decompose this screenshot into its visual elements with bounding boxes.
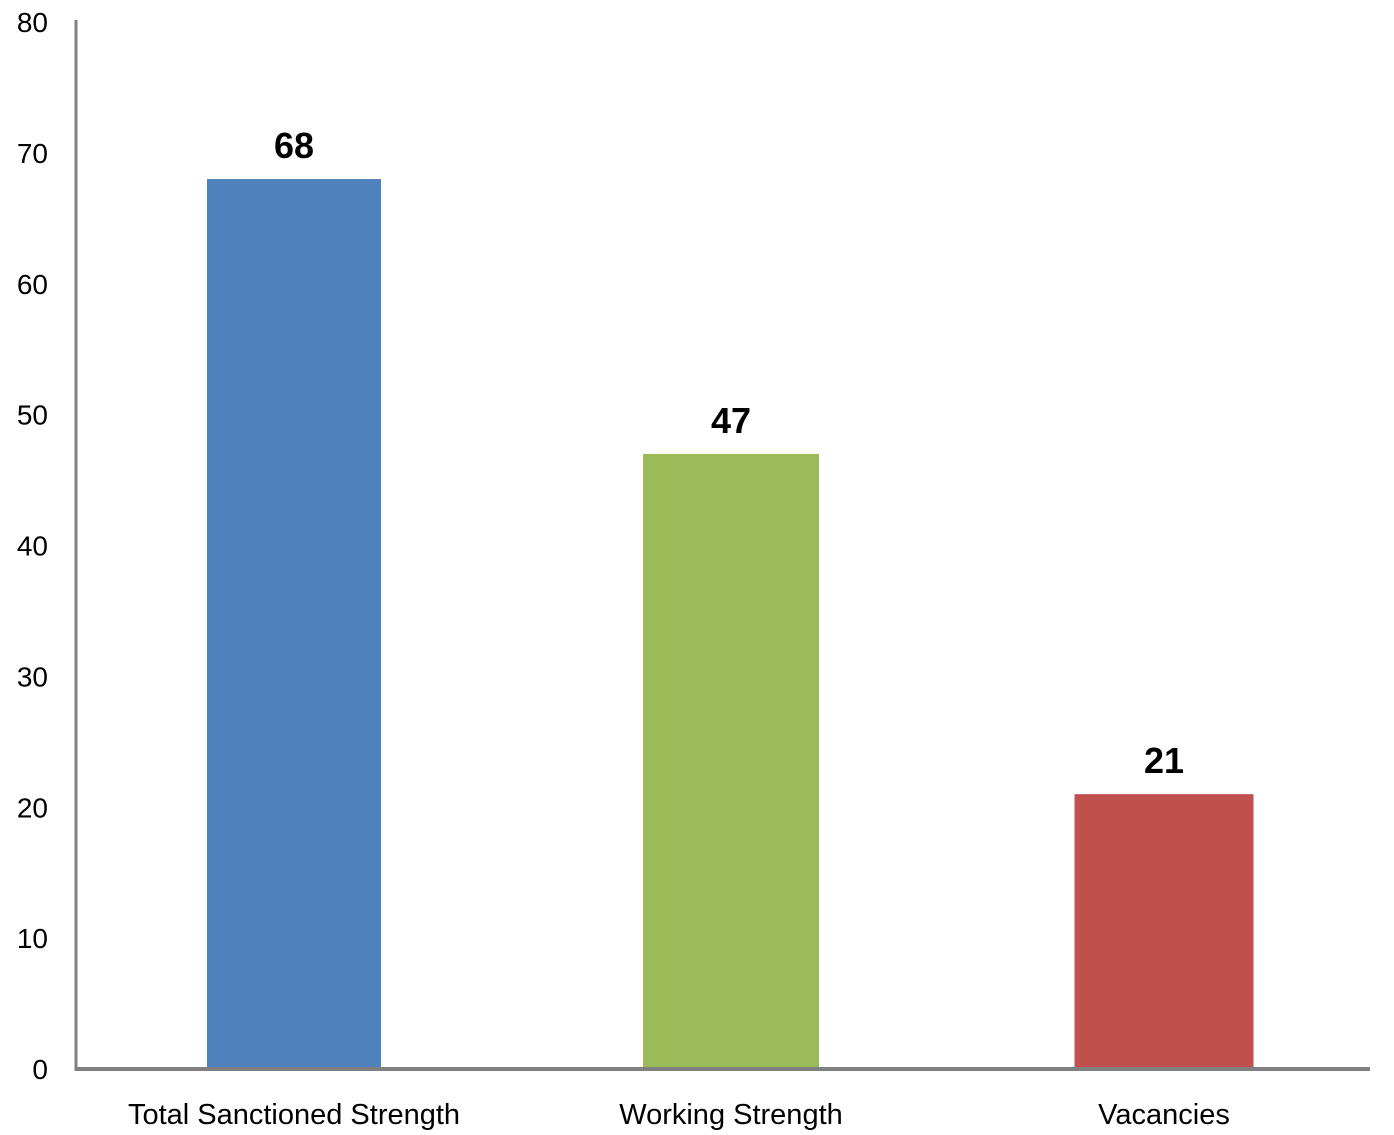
data-label: 68	[274, 125, 314, 166]
y-tick-label: 40	[17, 531, 48, 562]
bars	[207, 179, 1254, 1072]
y-tick-label: 0	[32, 1054, 48, 1085]
x-category-label: Working Strength	[619, 1099, 843, 1131]
y-tick-label: 30	[17, 661, 48, 692]
y-tick-label: 10	[17, 923, 48, 954]
y-tick-label: 60	[17, 269, 48, 300]
y-tick-label: 50	[17, 400, 48, 431]
data-label: 21	[1144, 740, 1184, 781]
data-labels: 68 47 21	[274, 125, 1184, 781]
bar-vacancies	[1074, 794, 1254, 1071]
bar-working-strength	[643, 453, 819, 1071]
x-category-label: Vacancies	[1098, 1099, 1230, 1131]
bar-total-sanctioned-strength	[207, 179, 381, 1072]
y-tick-label: 70	[17, 138, 48, 169]
y-axis-ticks: 0 10 20 30 40 50 60 70 80	[17, 7, 48, 1085]
category-labels: Total Sanctioned Strength Working Strengt…	[128, 1099, 1230, 1131]
y-tick-label: 80	[17, 7, 48, 38]
data-label: 47	[711, 400, 751, 441]
x-category-label: Total Sanctioned Strength	[128, 1099, 460, 1131]
y-tick-label: 20	[17, 792, 48, 823]
